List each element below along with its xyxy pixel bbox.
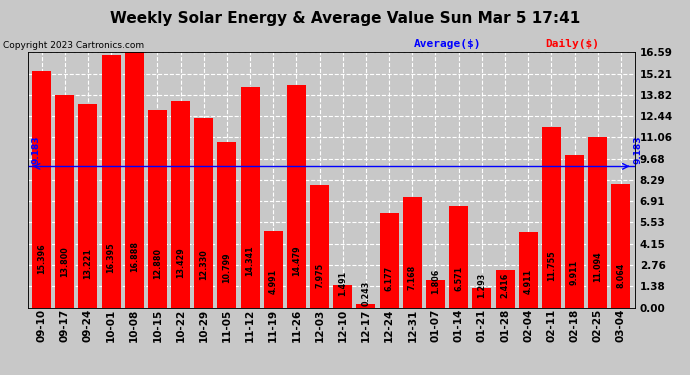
Text: 9.911: 9.911 bbox=[570, 260, 579, 285]
Text: Daily($): Daily($) bbox=[545, 39, 599, 50]
Bar bbox=[79, 104, 97, 308]
Bar bbox=[310, 185, 329, 308]
Text: 9.183: 9.183 bbox=[31, 135, 40, 164]
Bar bbox=[588, 137, 607, 308]
Text: 15.396: 15.396 bbox=[37, 244, 46, 274]
Bar bbox=[148, 110, 167, 308]
Bar bbox=[287, 85, 306, 308]
Text: 13.221: 13.221 bbox=[83, 248, 92, 279]
Text: 12.330: 12.330 bbox=[199, 249, 208, 280]
Bar bbox=[264, 231, 283, 308]
Bar bbox=[542, 127, 561, 308]
Text: 16.888: 16.888 bbox=[130, 241, 139, 272]
Text: 4.911: 4.911 bbox=[524, 269, 533, 294]
Text: 11.755: 11.755 bbox=[547, 251, 556, 281]
Bar bbox=[241, 87, 259, 308]
Text: Average($): Average($) bbox=[414, 39, 482, 50]
Bar bbox=[473, 288, 491, 308]
Bar bbox=[565, 155, 584, 308]
Text: 9.183: 9.183 bbox=[633, 135, 642, 164]
Bar bbox=[217, 141, 237, 308]
Text: Weekly Solar Energy & Average Value Sun Mar 5 17:41: Weekly Solar Energy & Average Value Sun … bbox=[110, 11, 580, 26]
Bar bbox=[426, 280, 445, 308]
Text: 14.479: 14.479 bbox=[292, 246, 301, 276]
Bar bbox=[55, 95, 75, 308]
Text: 13.429: 13.429 bbox=[176, 248, 185, 278]
Text: Copyright 2023 Cartronics.com: Copyright 2023 Cartronics.com bbox=[3, 41, 145, 50]
Bar bbox=[611, 183, 631, 308]
Text: 6.571: 6.571 bbox=[454, 266, 463, 291]
Text: 7.975: 7.975 bbox=[315, 263, 324, 288]
Text: 13.800: 13.800 bbox=[60, 247, 69, 278]
Text: 16.395: 16.395 bbox=[106, 242, 115, 273]
Bar bbox=[519, 232, 538, 308]
Bar bbox=[380, 213, 399, 308]
Text: 1.491: 1.491 bbox=[338, 271, 347, 296]
Text: 6.177: 6.177 bbox=[384, 266, 393, 291]
Bar bbox=[171, 101, 190, 308]
Bar bbox=[32, 71, 51, 308]
Bar bbox=[125, 48, 144, 308]
Text: 4.991: 4.991 bbox=[269, 268, 278, 294]
Bar bbox=[194, 118, 213, 308]
Text: 10.799: 10.799 bbox=[222, 252, 231, 283]
Text: 1.806: 1.806 bbox=[431, 268, 440, 294]
Text: 2.416: 2.416 bbox=[500, 273, 509, 298]
Bar bbox=[101, 56, 121, 308]
Text: 8.064: 8.064 bbox=[616, 263, 625, 288]
Text: 0.243: 0.243 bbox=[362, 280, 371, 306]
Bar bbox=[403, 197, 422, 308]
Bar bbox=[333, 285, 353, 308]
Text: 12.880: 12.880 bbox=[153, 248, 162, 279]
Bar bbox=[449, 207, 469, 308]
Text: 14.341: 14.341 bbox=[246, 246, 255, 276]
Text: 11.094: 11.094 bbox=[593, 252, 602, 282]
Bar bbox=[357, 304, 375, 307]
Text: 1.293: 1.293 bbox=[477, 272, 486, 298]
Text: 7.168: 7.168 bbox=[408, 264, 417, 290]
Bar bbox=[495, 270, 515, 308]
